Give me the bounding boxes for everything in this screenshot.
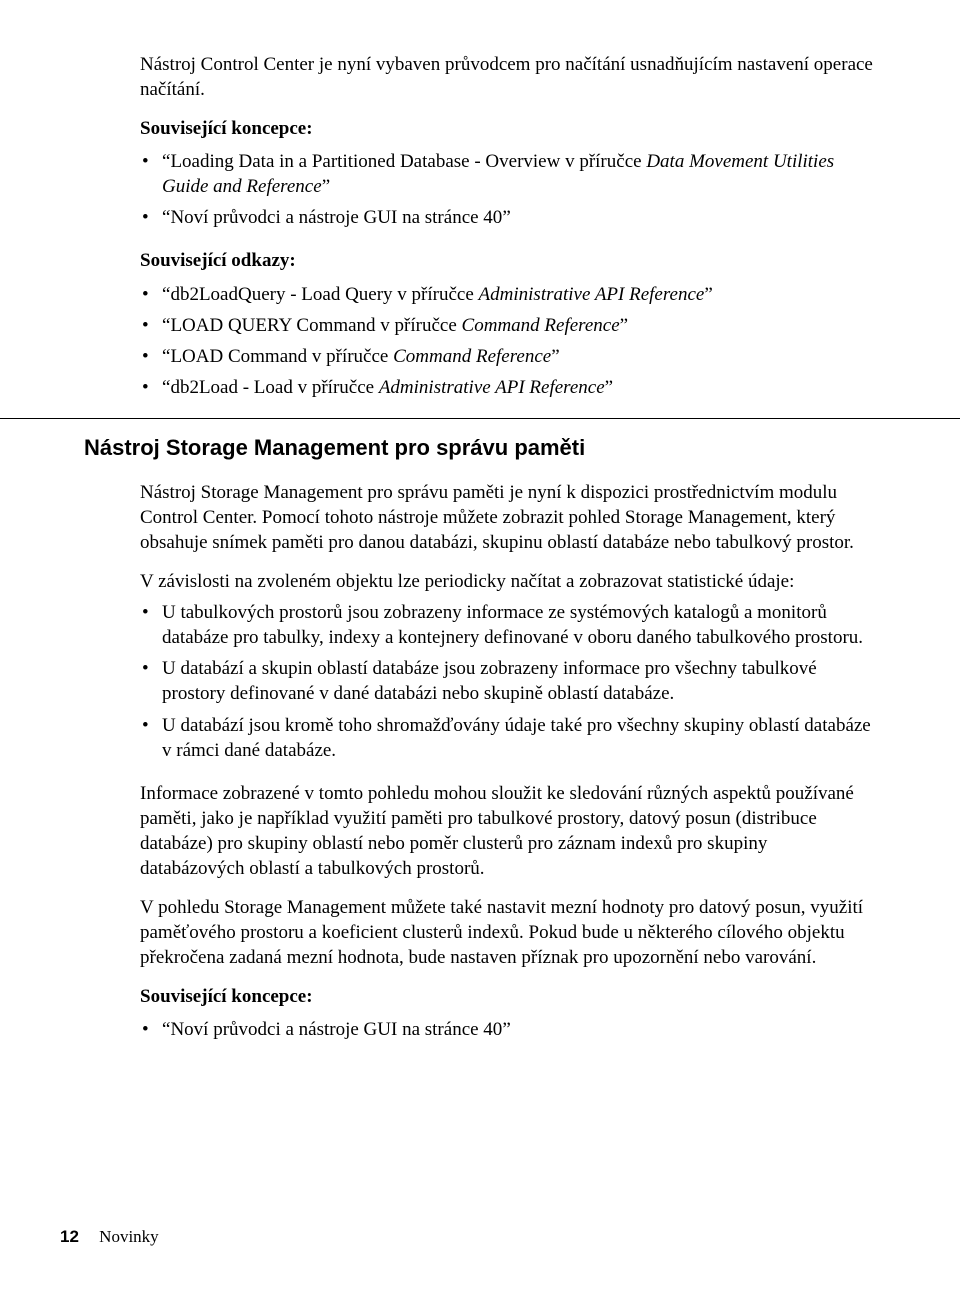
page-footer: 12 Novinky — [60, 1226, 159, 1248]
list-item-text: LOAD Command v příručce Command Referenc… — [162, 346, 560, 367]
related-concepts-list: Loading Data in a Partitioned Database -… — [140, 149, 876, 230]
text-pre: db2LoadQuery - Load Query v příručce — [170, 284, 478, 305]
section-rule — [0, 418, 960, 419]
body-paragraph: V závislosti na zvoleném objektu lze per… — [140, 569, 876, 594]
list-item-text: Noví průvodci a nástroje GUI na stránce … — [162, 207, 511, 228]
text-italic: Administrative API Reference — [479, 284, 705, 305]
list-item-text: db2Load - Load v příručce Administrative… — [162, 377, 613, 398]
list-item: U databází a skupin oblastí databáze jso… — [140, 656, 876, 706]
list-item: LOAD QUERY Command v příručce Command Re… — [140, 313, 876, 338]
text-italic: Command Reference — [393, 346, 551, 367]
book-title: Novinky — [99, 1227, 159, 1246]
list-item: U tabulkových prostorů jsou zobrazeny in… — [140, 600, 876, 650]
page: Nástroj Control Center je nyní vybaven p… — [0, 0, 960, 1294]
body-paragraph: Nástroj Storage Management pro správu pa… — [140, 480, 876, 555]
section-heading: Nástroj Storage Management pro správu pa… — [84, 433, 876, 462]
section-body: Nástroj Storage Management pro správu pa… — [140, 480, 876, 1042]
text-pre: Noví průvodci a nástroje GUI na stránce … — [170, 207, 502, 228]
intro-paragraph: Nástroj Control Center je nyní vybaven p… — [140, 52, 876, 102]
text-pre: Noví průvodci a nástroje GUI na stránce … — [170, 1019, 502, 1040]
list-item: Noví průvodci a nástroje GUI na stránce … — [140, 205, 876, 230]
list-item-text: Noví průvodci a nástroje GUI na stránce … — [162, 1019, 511, 1040]
list-item: Loading Data in a Partitioned Database -… — [140, 149, 876, 199]
list-item-text: db2LoadQuery - Load Query v příručce Adm… — [162, 284, 713, 305]
list-item-text: Loading Data in a Partitioned Database -… — [162, 151, 834, 197]
related-concepts-list-2: Noví průvodci a nástroje GUI na stránce … — [140, 1017, 876, 1042]
related-concepts-label-2: Související koncepce: — [140, 984, 876, 1009]
text-italic: Administrative API Reference — [379, 377, 605, 398]
body-paragraph: Informace zobrazené v tomto pohledu moho… — [140, 781, 876, 881]
related-concepts-label: Související koncepce: — [140, 116, 876, 141]
text-pre: db2Load - Load v příručce — [170, 377, 378, 398]
page-number: 12 — [60, 1227, 79, 1246]
list-item: db2LoadQuery - Load Query v příručce Adm… — [140, 282, 876, 307]
list-item: db2Load - Load v příručce Administrative… — [140, 375, 876, 400]
text-pre: Loading Data in a Partitioned Database -… — [170, 151, 646, 172]
list-item-text: LOAD QUERY Command v příručce Command Re… — [162, 315, 628, 336]
list-item: U databází jsou kromě toho shromažďovány… — [140, 713, 876, 763]
text-italic: Command Reference — [462, 315, 620, 336]
list-item: LOAD Command v příručce Command Referenc… — [140, 344, 876, 369]
related-links-label: Související odkazy: — [140, 248, 876, 273]
text-pre: LOAD QUERY Command v příručce — [170, 315, 461, 336]
text-pre: LOAD Command v příručce — [170, 346, 393, 367]
related-links-list: db2LoadQuery - Load Query v příručce Adm… — [140, 282, 876, 400]
list-item: Noví průvodci a nástroje GUI na stránce … — [140, 1017, 876, 1042]
body-list: U tabulkových prostorů jsou zobrazeny in… — [140, 600, 876, 762]
body-paragraph: V pohledu Storage Management můžete také… — [140, 895, 876, 970]
